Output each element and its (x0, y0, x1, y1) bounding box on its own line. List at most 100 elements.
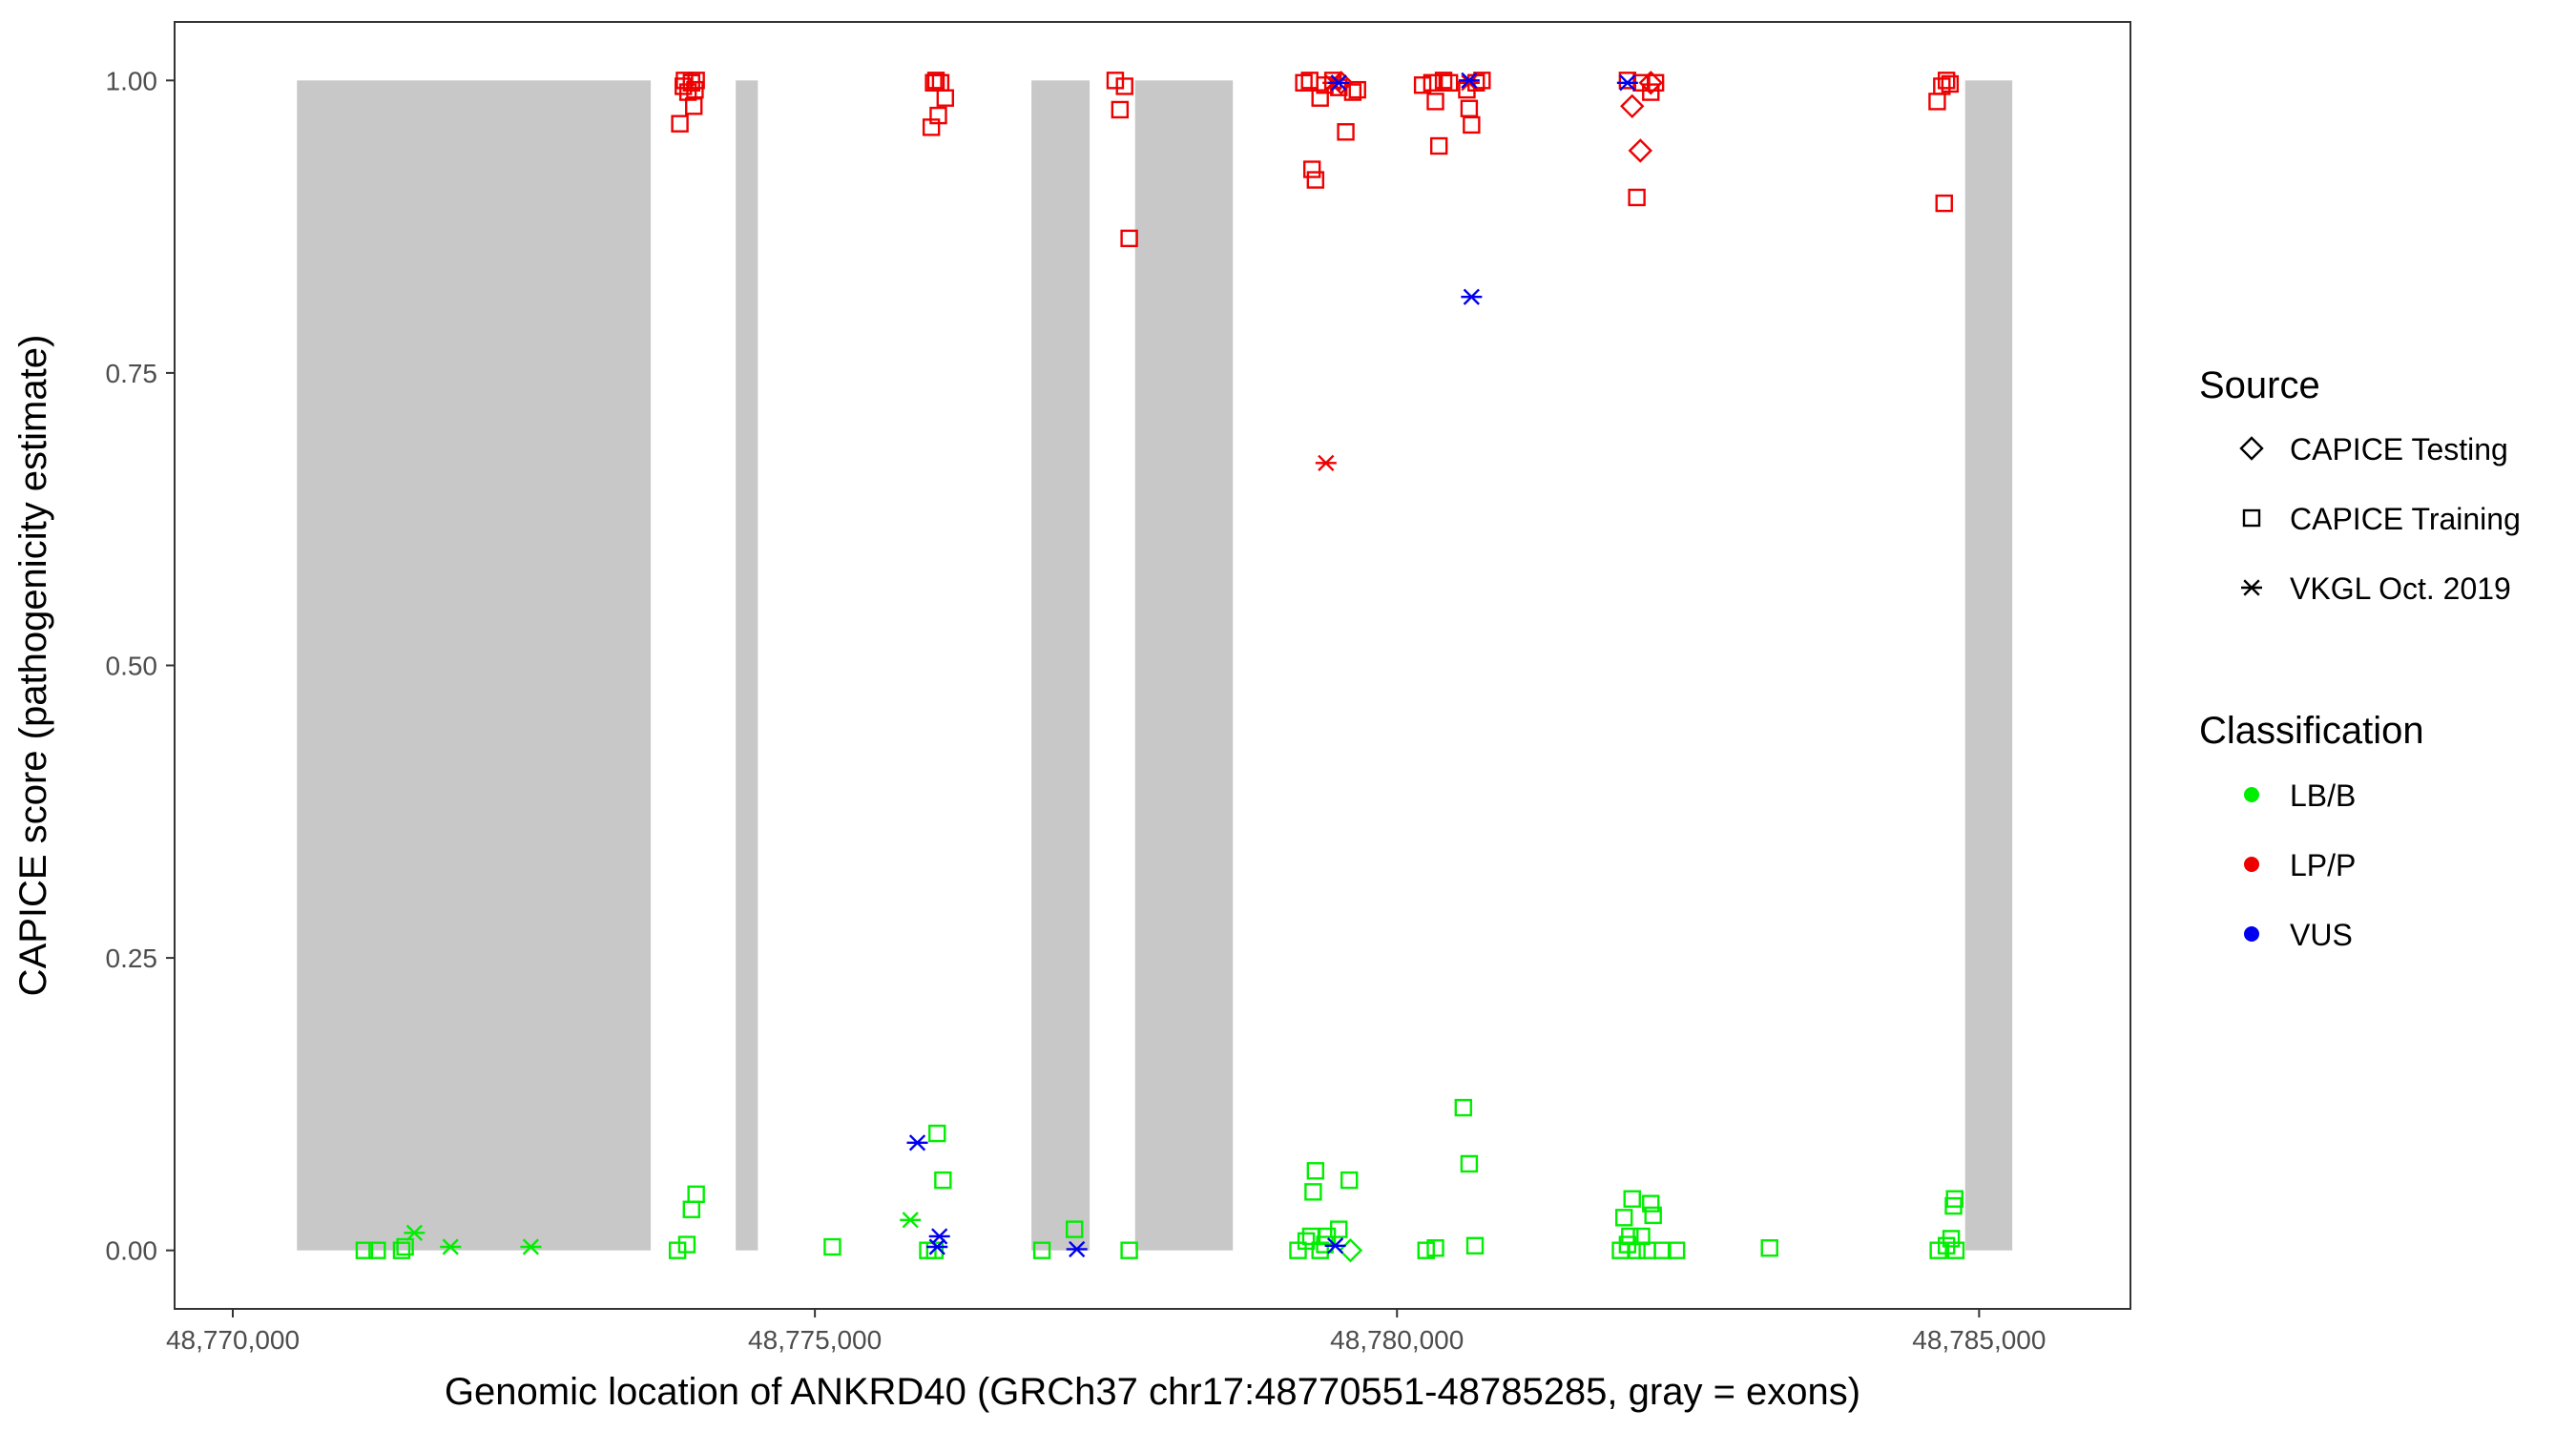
legend-classification-title: Classification (2199, 710, 2424, 752)
legend-key-diamond (2239, 436, 2264, 461)
data-point (1340, 1171, 1359, 1190)
data-point (1434, 72, 1453, 90)
data-point (1328, 74, 1350, 92)
y-tick-label: 0.75 (106, 359, 158, 388)
legend-item: LP/P (2244, 848, 2356, 882)
legend-source-title: Source (2199, 364, 2320, 406)
legend-item: CAPICE Training (2242, 502, 2521, 536)
legend-key-dot (2244, 857, 2259, 872)
legend-item-label: VKGL Oct. 2019 (2290, 571, 2511, 606)
data-point (1343, 83, 1362, 101)
data-point (1946, 1241, 1965, 1259)
data-point (1454, 1098, 1473, 1117)
data-point (392, 1241, 411, 1259)
data-points (355, 71, 1965, 1263)
legend-item: VKGL Oct. 2019 (2241, 571, 2511, 606)
data-point (671, 114, 689, 133)
data-point (1941, 74, 1960, 93)
data-point (925, 1241, 945, 1259)
data-point (1646, 73, 1665, 92)
y-axis-title: CAPICE score (pathogenicity estimate) (12, 335, 54, 997)
data-point (1306, 171, 1325, 189)
data-point (1461, 288, 1483, 305)
data-point (1066, 1220, 1084, 1238)
data-point (1120, 1241, 1138, 1259)
exon-region-3 (1031, 80, 1091, 1251)
exon-regions (297, 80, 2013, 1251)
x-axis-title: Genomic location of ANKRD40 (GRCh37 chr1… (445, 1371, 1860, 1413)
legend-item: VUS (2244, 918, 2353, 952)
data-point (1032, 1241, 1051, 1259)
data-point (1938, 72, 1956, 90)
data-point (926, 72, 945, 90)
exon-region-2 (736, 80, 758, 1251)
data-point (1942, 1230, 1961, 1248)
exon-region-4 (1134, 80, 1234, 1251)
data-point (1348, 80, 1366, 99)
x-tick-label: 48,775,000 (748, 1325, 882, 1355)
data-point (926, 1238, 948, 1255)
data-point (1423, 73, 1442, 92)
data-point (1632, 1227, 1651, 1246)
legend-item: LB/B (2244, 778, 2356, 813)
data-point (1458, 72, 1480, 89)
data-point (1638, 71, 1663, 95)
legend-item-label: LB/B (2290, 778, 2356, 813)
data-point (396, 1237, 414, 1256)
data-point (404, 1224, 426, 1241)
exon-region-1 (297, 80, 652, 1251)
data-point (1463, 115, 1481, 135)
data-point (1440, 73, 1459, 92)
data-point (1614, 1209, 1633, 1227)
data-point (368, 1241, 386, 1259)
data-point (1465, 1236, 1485, 1255)
legend-item-label: CAPICE Training (2290, 502, 2521, 536)
legend-key-asterisk (2241, 579, 2262, 596)
data-point (1620, 93, 1645, 118)
legend-source-items: CAPICE Testing CAPICE Training VKGL Oct. 2… (2239, 432, 2521, 606)
data-point (1642, 1194, 1660, 1213)
data-point (440, 1238, 462, 1255)
data-point (1413, 76, 1432, 94)
y-tick-label: 0.50 (106, 652, 158, 681)
data-point (936, 89, 954, 107)
data-point (928, 1124, 946, 1143)
data-point (1338, 1237, 1363, 1263)
x-tick-label: 48,770,000 (166, 1325, 300, 1355)
data-point (677, 1235, 696, 1254)
data-point (668, 1241, 687, 1259)
data-point (1315, 454, 1337, 471)
data-point (1618, 72, 1637, 90)
data-point (686, 80, 704, 99)
data-point (929, 106, 947, 125)
legend-key-dot (2244, 926, 2259, 942)
data-point (1304, 1183, 1322, 1201)
data-point (1460, 1154, 1479, 1173)
data-point (1120, 229, 1138, 248)
data-point (1337, 123, 1355, 141)
y-tick-label: 0.25 (106, 944, 158, 973)
data-point (687, 72, 705, 90)
data-point (1628, 138, 1652, 163)
data-point (900, 1212, 922, 1229)
data-point (1945, 1190, 1963, 1208)
legend: Source CAPICE Testing CAPICE Training VKGL… (2199, 364, 2521, 952)
data-point (1111, 100, 1130, 119)
data-point (1760, 1239, 1778, 1257)
x-tick-label: 48,785,000 (1912, 1325, 2046, 1355)
data-point (1115, 77, 1133, 95)
legend-key-dot (2244, 787, 2259, 802)
legend-classification-items: LB/B LP/P VUS (2244, 778, 2356, 952)
data-point (1306, 1162, 1325, 1180)
data-point (1458, 74, 1480, 92)
data-point (687, 1185, 705, 1204)
legend-item-label: VUS (2290, 918, 2353, 952)
y-tick-label: 1.00 (106, 66, 158, 95)
legend-item: CAPICE Testing (2239, 432, 2508, 467)
data-point (1297, 1232, 1316, 1251)
legend-item-label: CAPICE Testing (2290, 432, 2508, 467)
data-point (928, 1228, 950, 1245)
x-axis: 48,770,000 48,775,000 48,780,000 48,785,000 (166, 1309, 2046, 1355)
data-point (934, 1171, 952, 1190)
